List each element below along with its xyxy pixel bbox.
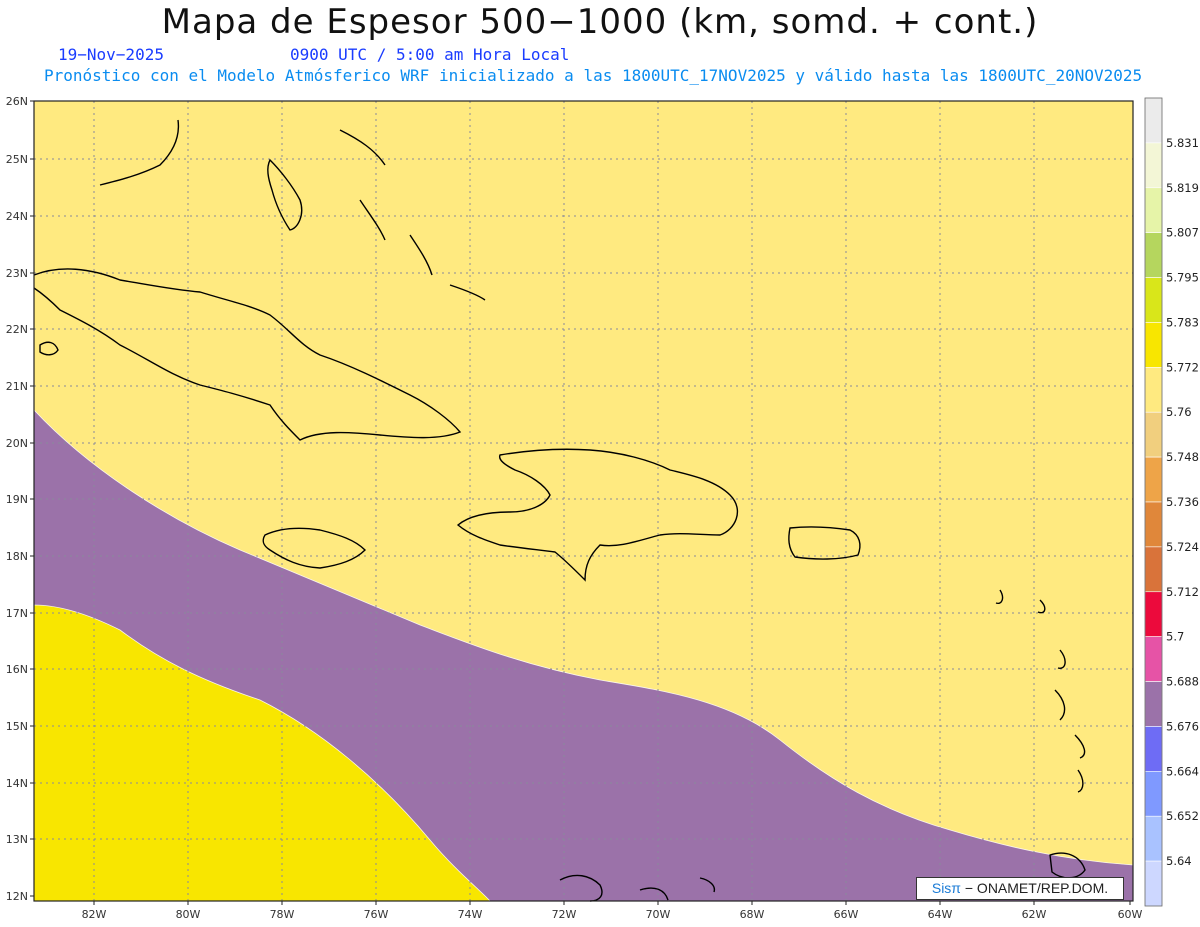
lat-label: 14N [6, 777, 28, 790]
sispi-logo: Sisπ [931, 880, 961, 896]
florida-tip [99, 119, 180, 186]
venezuela-coast [559, 874, 716, 902]
credit-text: − ONAMET/REP.DOM. [964, 880, 1109, 896]
legend-swatch [1144, 501, 1163, 548]
lat-lon-grid [34, 101, 1133, 901]
lat-label: 20N [6, 437, 28, 450]
credit-box: Sisπ − ONAMET/REP.DOM. [916, 877, 1124, 900]
coastlines [33, 119, 1086, 902]
legend-value: 5.736 [1166, 495, 1199, 509]
lat-label: 22N [6, 323, 28, 336]
bahamas-chain [339, 129, 486, 301]
legend-swatch [1144, 277, 1163, 323]
lat-label: 13N [6, 833, 28, 846]
legend-swatch [1144, 815, 1163, 862]
legend-swatch [1144, 142, 1163, 189]
legend-value: 5.819 [1166, 181, 1199, 195]
legend-value: 5.807 [1166, 226, 1199, 240]
thickness-zones [33, 100, 1134, 902]
legend-swatch [1144, 411, 1163, 458]
lat-label: 23N [6, 267, 28, 280]
legend-swatch [1144, 636, 1163, 682]
lat-label: 26N [6, 95, 28, 108]
legend-swatch [1144, 322, 1163, 368]
model-description: Pronóstico con el Modelo Atmósferico WRF… [44, 66, 1143, 85]
hispaniola-coast [456, 448, 739, 582]
legend-value: 5.831 [1166, 136, 1199, 150]
legend-value: 5.652 [1166, 809, 1199, 823]
lat-label: 12N [6, 890, 28, 903]
lat-label: 17N [6, 607, 28, 620]
legend-value: 5.772 [1166, 360, 1199, 374]
legend-value: 5.688 [1166, 675, 1199, 689]
legend-swatch [1144, 187, 1163, 233]
legend-swatch [1144, 546, 1163, 593]
legend-value: 5.795 [1166, 271, 1199, 285]
bahamas-andros [267, 158, 303, 231]
map-axes: 26N 25N 24N 23N 22N 21N 20N 19N 18N 17N 16N 15N 14N 1… [6, 95, 1143, 921]
legend-value: 5.748 [1166, 450, 1199, 464]
lat-label: 18N [6, 550, 28, 563]
legend-value: 5.64 [1166, 854, 1192, 868]
forecast-time: 0900 UTC / 5:00 am Hora Local [290, 45, 570, 64]
lon-label: 80W [176, 908, 201, 921]
legend-swatch [1144, 367, 1163, 413]
legend-swatch [1144, 771, 1163, 817]
legend-swatch [1144, 456, 1163, 503]
legend-value: 5.76 [1166, 405, 1192, 419]
legend-swatch [1144, 232, 1163, 278]
trinidad [1049, 852, 1086, 879]
puerto-rico-coast [788, 526, 861, 560]
lon-label: 62W [1022, 908, 1047, 921]
lat-label: 15N [6, 720, 28, 733]
lon-label: 70W [646, 908, 671, 921]
legend-swatch [1144, 681, 1163, 727]
legend-value: 5.7 [1166, 630, 1184, 644]
legend-value: 5.724 [1166, 540, 1199, 554]
lon-label: 64W [928, 908, 953, 921]
lon-label: 68W [740, 908, 765, 921]
lon-label: 78W [270, 908, 295, 921]
lon-label: 76W [364, 908, 389, 921]
legend-swatch [1144, 726, 1163, 772]
jamaica-coast [262, 527, 366, 569]
legend-swatch [1144, 860, 1163, 907]
map-title: Mapa de Espesor 500−1000 (km, somd. + co… [161, 2, 1039, 42]
lon-label: 72W [552, 908, 577, 921]
legend-frame [1144, 97, 1163, 907]
lon-label: 60W [1118, 908, 1143, 921]
cuba-coast [33, 268, 462, 441]
lon-label: 74W [458, 908, 483, 921]
legend-value: 5.664 [1166, 764, 1199, 778]
lat-label: 21N [6, 380, 28, 393]
isle-of-youth [39, 341, 59, 356]
lat-label: 19N [6, 493, 28, 506]
legend-swatch [1144, 97, 1163, 144]
lat-label: 24N [6, 210, 28, 223]
lon-label: 66W [834, 908, 859, 921]
color-legend: 5.831 5.819 5.807 5.795 5.783 5.772 5.76 5.748 5… [1144, 97, 1199, 907]
lat-label: 16N [6, 663, 28, 676]
lat-label: 25N [6, 153, 28, 166]
legend-swatch [1144, 591, 1163, 637]
zone-light-yellow [33, 100, 1134, 866]
forecast-date: 19−Nov−2025 [58, 45, 164, 64]
legend-value: 5.712 [1166, 585, 1199, 599]
lesser-antilles [995, 589, 1086, 793]
map-frame [33, 100, 1134, 902]
legend-value: 5.676 [1166, 719, 1199, 733]
lon-label: 82W [82, 908, 107, 921]
legend-value: 5.783 [1166, 315, 1199, 329]
